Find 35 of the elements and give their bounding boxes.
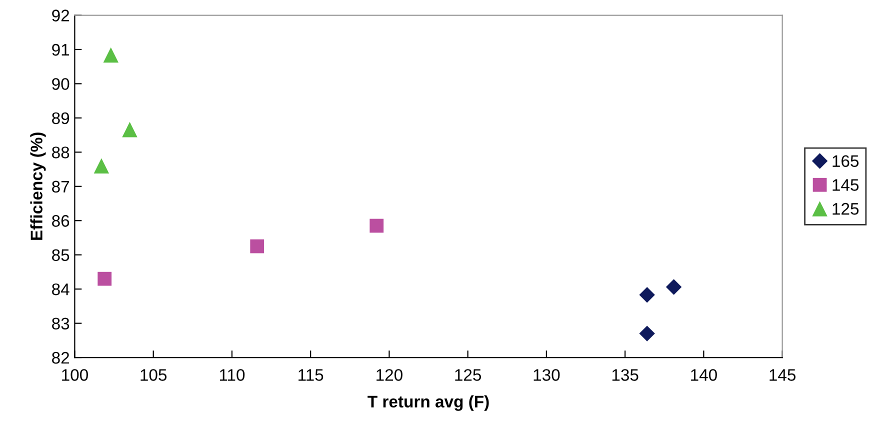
legend-label: 145 (832, 179, 859, 191)
x-tick-label: 115 (298, 369, 324, 381)
y-tick-label: 82 (52, 352, 70, 364)
y-tick-label: 87 (52, 180, 70, 193)
x-tick-label: 105 (140, 369, 167, 381)
point (666, 279, 682, 295)
legend-label: 125 (832, 202, 859, 215)
point (370, 218, 384, 233)
point (639, 326, 655, 342)
x-tick-label: 120 (376, 369, 402, 381)
y-tick-label: 84 (52, 283, 70, 296)
point (103, 47, 119, 63)
point (250, 239, 264, 254)
x-axis-title: T return avg (F) (368, 395, 489, 411)
x-tick-label: 140 (691, 369, 717, 381)
y-tick-label: 91 (52, 44, 70, 56)
point (122, 122, 138, 138)
legend-label: 165 (832, 155, 859, 167)
point (98, 272, 112, 286)
x-tick-label: 130 (534, 369, 560, 381)
y-tick-label: 92 (52, 10, 70, 22)
point (94, 158, 110, 174)
y-tick-label: 86 (52, 215, 70, 227)
y-tick-label: 90 (52, 78, 70, 90)
x-tick-label: 145 (770, 369, 796, 381)
x-tick-label: 125 (455, 369, 482, 381)
x-tick-label: 135 (612, 369, 638, 381)
y-tick-label: 83 (52, 318, 70, 330)
y-tick-label: 88 (52, 146, 70, 158)
point (639, 287, 655, 303)
y-tick-label: 89 (52, 112, 70, 124)
x-tick-label: 110 (220, 369, 245, 381)
y-tick-label: 85 (52, 249, 70, 262)
x-tick-label: 100 (62, 369, 88, 381)
y-axis-title: Efficiency (%) (30, 132, 46, 240)
